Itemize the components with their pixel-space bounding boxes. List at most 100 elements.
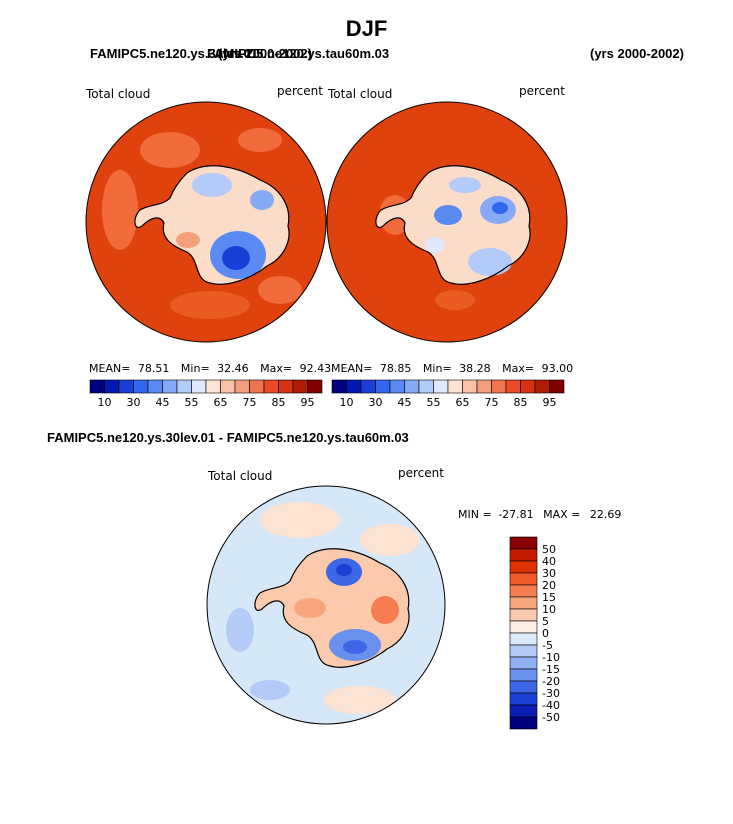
panel3-units-label: percent	[398, 466, 444, 480]
panel2-colorbar-swatch	[520, 379, 536, 394]
panel2-blue-anomaly	[449, 177, 481, 193]
panel1-colorbar-tick-label: 65	[214, 396, 228, 409]
panel2-blue-anomaly	[425, 237, 445, 253]
panel2-colorbar-tick-label: 45	[398, 396, 412, 409]
panel3-colorbar-swatch	[509, 608, 538, 622]
panel1-colorbar-swatch	[220, 379, 236, 394]
panel2-mean-value: 78.85	[379, 362, 412, 375]
panel3-map	[207, 486, 445, 724]
panel1-colorbar-swatch	[89, 379, 105, 394]
panel2-colorbar-swatch	[534, 379, 550, 394]
panel2-colorbar-tick-label: 75	[485, 396, 499, 409]
panel3-warm-anomaly	[371, 596, 399, 624]
panel1-colorbar-swatch	[191, 379, 207, 394]
panel1-colorbar-swatch	[249, 379, 265, 394]
panel1-colorbar-swatch	[292, 379, 308, 394]
panel1-colorbar-tick-label: 10	[98, 396, 112, 409]
panel2-colorbar-tick-label: 55	[427, 396, 441, 409]
panel1-blue-anomaly	[222, 246, 250, 270]
panel1-colorbar-swatch	[162, 379, 178, 394]
panel2-colorbar-swatch	[462, 379, 478, 394]
panel1-ocean-patch	[258, 276, 302, 304]
panel1-colorbar-swatch	[307, 379, 323, 394]
panel2-blue-anomaly	[434, 205, 462, 225]
header-left-case: FAMIPC5.ne120.ys.30lev.01	[90, 46, 259, 61]
panel2-ocean-patch	[435, 290, 475, 310]
panel3-colorbar-swatch	[509, 620, 538, 634]
panel2-blue-anomaly	[468, 248, 512, 276]
panel3-colorbar-tick-label: -30	[542, 687, 560, 700]
panel2-min-label: Min=	[422, 362, 452, 375]
panel3-colorbar-tick-label: 20	[542, 579, 556, 592]
panel1-colorbar-swatch	[147, 379, 163, 394]
panel1-colorbar: 10 30 45 55 65 75 85 95	[89, 379, 323, 409]
panel3-warm-patch	[260, 502, 340, 538]
panel2-min-value: 38.28	[459, 362, 491, 375]
panel3-map-border	[206, 485, 446, 725]
header-years: (yrs 2000-2002)	[590, 46, 684, 61]
panel3-min-value: -27.81	[498, 508, 534, 521]
panel3-colorbar-tick-label: -15	[542, 663, 560, 676]
panel2-units-label: percent	[519, 84, 565, 98]
panel2-colorbar-swatch	[476, 379, 492, 394]
panel1-mean-value: 78.51	[137, 362, 170, 375]
panel3-colorbar-swatch	[509, 656, 538, 670]
panel1-colorbar-tick-label: 85	[272, 396, 286, 409]
panel1-blue-anomaly	[192, 173, 232, 197]
panel1-colorbar-tick-label: 95	[301, 396, 315, 409]
panel1-mean-label: MEAN=	[89, 362, 131, 375]
panel3-colorbar-swatch	[509, 716, 538, 730]
panel1-colorbar-swatch	[234, 379, 250, 394]
panel2-stats: MEAN= 78.85 Min= 38.28 Max= 93.00	[331, 362, 573, 375]
panel3-warm-anomaly	[294, 598, 326, 618]
panel2-colorbar-swatch	[433, 379, 449, 394]
panel1-max-label: Max=	[260, 362, 293, 375]
panel3-colorbar-swatch	[509, 596, 538, 610]
panel3-colorbar-swatch	[509, 584, 538, 598]
panel3-colorbar-swatch	[509, 692, 538, 706]
panel3-max-value: 22.69	[589, 508, 622, 521]
panel2-colorbar-swatch	[549, 379, 565, 394]
panel1-blue-anomaly	[250, 190, 274, 210]
panel1-colorbar-swatch	[118, 379, 134, 394]
panel1-colorbar-swatch	[176, 379, 192, 394]
panel3-colorbar-swatch	[509, 536, 538, 550]
panel3-cool-patch	[226, 608, 254, 652]
panel1-min-label: Min=	[180, 362, 210, 375]
panel2-mean-label: MEAN=	[331, 362, 373, 375]
panel1-units-label: percent	[277, 84, 323, 98]
panel2-colorbar: 10 30 45 55 65 75 85 95	[331, 379, 565, 409]
panel3-colorbar-tick-label: 30	[542, 567, 556, 580]
panel3-cool-patch	[250, 680, 290, 700]
panel3-warm-patch	[324, 686, 396, 714]
panel2-colorbar-swatch	[404, 379, 420, 394]
panel2-colorbar-swatch	[505, 379, 521, 394]
panel2-colorbar-swatch	[360, 379, 376, 394]
panel3-colorbar-swatch	[509, 632, 538, 646]
panel3-colorbar-swatch	[509, 548, 538, 562]
panel3-colorbar-tick-label: 40	[542, 555, 556, 568]
panel3-max-label: MAX =	[543, 508, 581, 521]
panel3-stats: MIN = -27.81 MAX = 22.69	[458, 508, 621, 521]
panel1-max-value: 92.43	[299, 362, 332, 375]
panel2-colorbar-tick-label: 85	[514, 396, 528, 409]
panel2-colorbar-tick-label: 95	[543, 396, 557, 409]
panel1-colorbar-tick-label: 30	[127, 396, 141, 409]
panel3-colorbar-swatch	[509, 572, 538, 586]
panel2-colorbar-swatch	[389, 379, 405, 394]
panel1-min-value: 32.46	[217, 362, 249, 375]
panel1-colorbar-tick-label: 75	[243, 396, 257, 409]
panel3-colorbar-swatch	[509, 680, 538, 694]
header-years-overlap: (yrs 2000-2002)	[218, 46, 312, 61]
panel3-min-label: MIN =	[458, 508, 492, 521]
diff-title: FAMIPC5.ne120.ys.30lev.01 - FAMIPC5.ne12…	[47, 430, 409, 445]
panel2-colorbar-swatch	[447, 379, 463, 394]
panel2-colorbar-swatch	[491, 379, 507, 394]
panel1-colorbar-swatch	[205, 379, 221, 394]
panel1-colorbar-swatch	[278, 379, 294, 394]
panel2-colorbar-swatch	[331, 379, 347, 394]
panel3-colorbar-tick-label: 0	[542, 627, 549, 640]
season-title: DJF	[345, 16, 388, 41]
